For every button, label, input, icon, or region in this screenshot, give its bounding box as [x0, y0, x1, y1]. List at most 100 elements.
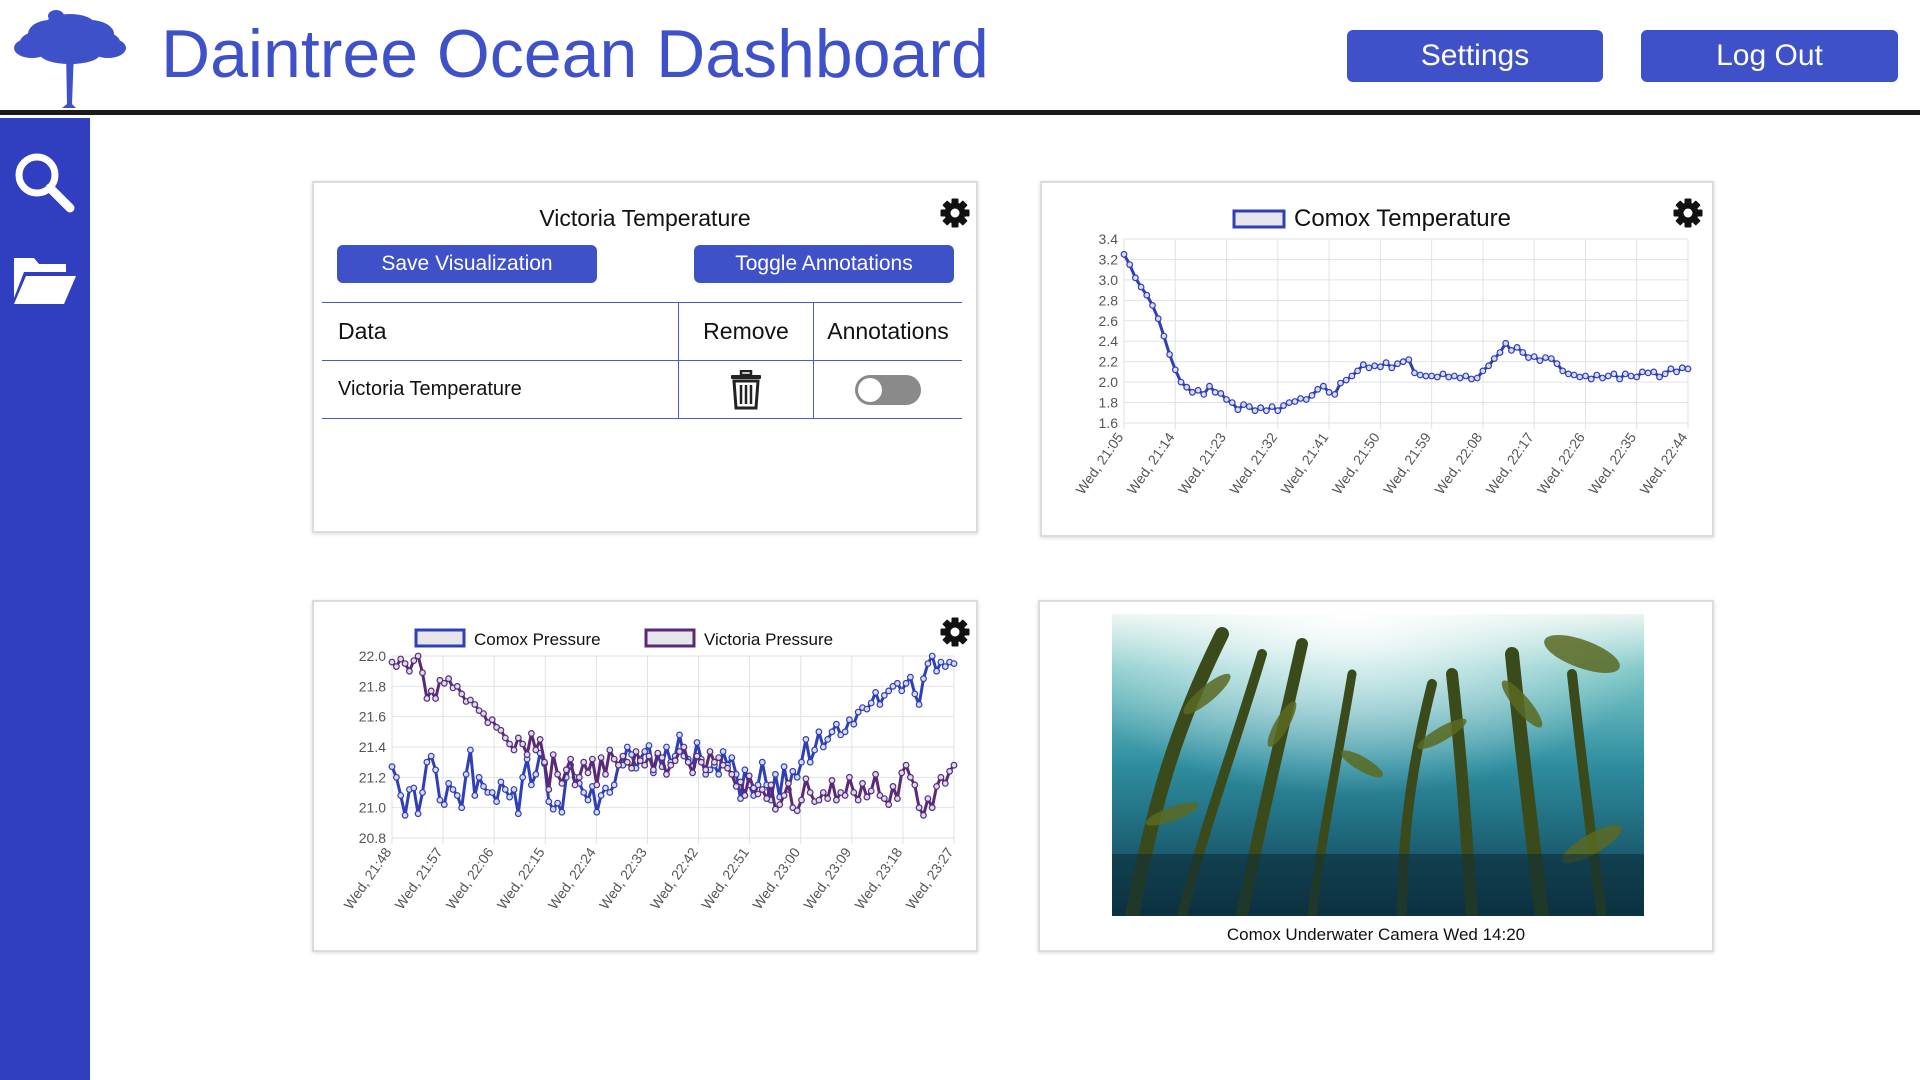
data-point [466, 746, 474, 754]
sidebar [0, 118, 90, 1080]
data-point [1513, 343, 1521, 351]
data-point [1570, 371, 1578, 379]
logout-button[interactable]: Log Out [1641, 30, 1898, 82]
data-point [819, 789, 827, 796]
data-point [519, 740, 527, 748]
data-point [815, 796, 823, 804]
data-point [558, 808, 566, 816]
data-point [872, 770, 879, 778]
data-point [584, 796, 592, 804]
data-point [1245, 403, 1253, 411]
data-point [1593, 371, 1601, 379]
data-point [1411, 369, 1418, 377]
data-point [427, 752, 435, 760]
data-point [772, 805, 779, 813]
data-point [510, 786, 518, 793]
data-point [1639, 368, 1646, 376]
data-point [846, 773, 853, 781]
y-tick-label: 3.2 [1099, 251, 1119, 267]
data-point [758, 758, 766, 766]
x-tick-label: Wed, 23:18 [851, 844, 905, 912]
data-point [815, 728, 823, 736]
data-point [488, 789, 496, 796]
data-point [549, 751, 557, 759]
data-point [480, 782, 487, 790]
data-point [920, 675, 927, 683]
gear-icon[interactable] [1672, 197, 1704, 229]
data-point [397, 655, 405, 663]
data-point [1359, 361, 1367, 369]
data-point [1468, 375, 1475, 383]
page-title: Daintree Ocean Dashboard [161, 16, 989, 92]
data-point [493, 798, 501, 806]
gear-icon[interactable] [939, 197, 971, 229]
data-point [1678, 364, 1686, 372]
legend-swatch [644, 628, 696, 648]
data-point [702, 766, 710, 774]
legend-swatch [1232, 209, 1286, 229]
folder-icon[interactable] [10, 246, 78, 314]
data-point [419, 669, 426, 677]
data-point [1308, 391, 1316, 399]
x-tick-label: Wed, 22:24 [545, 844, 599, 912]
data-point [802, 775, 810, 783]
data-point [741, 792, 749, 799]
data-point [789, 767, 797, 775]
data-point [445, 779, 453, 787]
x-tick-label: Wed, 21:59 [1380, 429, 1434, 497]
data-point [950, 660, 958, 667]
data-point [432, 695, 439, 702]
data-point [894, 795, 901, 803]
data-point [506, 740, 514, 748]
data-point [1126, 261, 1134, 268]
save-visualization-button[interactable]: Save Visualization [337, 245, 597, 283]
data-point [1268, 403, 1276, 411]
x-tick-label: Wed, 21:50 [1329, 429, 1383, 497]
data-point [1280, 402, 1287, 410]
data-point [920, 811, 927, 819]
data-point [924, 660, 932, 667]
data-point [532, 770, 540, 778]
x-tick-label: Wed, 21:57 [392, 844, 446, 912]
toggle-annotations-button[interactable]: Toggle Annotations [694, 245, 954, 283]
data-point [780, 792, 788, 799]
y-tick-label: 22.0 [359, 648, 386, 664]
data-point [1416, 371, 1424, 379]
trash-icon[interactable] [729, 369, 763, 410]
data-point [863, 793, 871, 801]
data-point [458, 804, 466, 812]
data-point [846, 716, 853, 724]
y-tick-label: 20.8 [359, 830, 386, 846]
data-point [724, 764, 731, 772]
settings-button[interactable]: Settings [1347, 30, 1603, 82]
data-point [824, 735, 832, 743]
camera-panel: Comox Underwater Camera Wed 14:20 [1038, 600, 1714, 952]
underwater-camera-image[interactable] [1112, 614, 1644, 916]
data-point [1542, 354, 1550, 362]
data-point [1610, 370, 1618, 378]
data-point [837, 731, 845, 739]
data-point [1451, 372, 1458, 380]
data-point [645, 752, 653, 760]
y-tick-label: 21.6 [359, 709, 386, 725]
data-point [850, 789, 858, 796]
legend-label: Comox Temperature [1294, 205, 1511, 232]
data-point [671, 757, 679, 765]
search-icon[interactable] [10, 148, 78, 216]
data-point [1399, 358, 1407, 366]
annotations-toggle[interactable] [855, 374, 921, 405]
data-point [680, 743, 688, 751]
gear-icon[interactable] [939, 616, 971, 648]
data-point [676, 731, 683, 739]
data-point [1684, 365, 1692, 373]
data-point [789, 804, 797, 812]
data-point [785, 779, 792, 787]
data-point [1143, 291, 1151, 299]
data-point [1547, 355, 1555, 363]
data-point [1428, 372, 1436, 380]
tree-logo-icon [14, 10, 126, 108]
data-point [658, 754, 666, 762]
data-point [915, 804, 923, 812]
x-tick-label: Wed, 22:33 [596, 844, 650, 912]
data-point [1240, 401, 1248, 409]
